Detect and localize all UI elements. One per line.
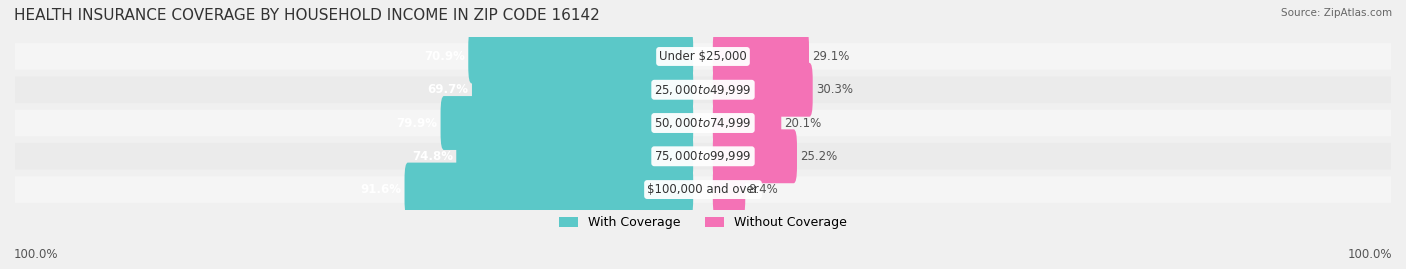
Text: 69.7%: 69.7%: [427, 83, 468, 96]
Text: $75,000 to $99,999: $75,000 to $99,999: [654, 149, 752, 163]
Text: 30.3%: 30.3%: [815, 83, 853, 96]
Text: $100,000 and over: $100,000 and over: [647, 183, 759, 196]
FancyBboxPatch shape: [713, 162, 745, 217]
Text: 70.9%: 70.9%: [425, 50, 465, 63]
FancyBboxPatch shape: [15, 43, 1391, 70]
FancyBboxPatch shape: [405, 162, 693, 217]
FancyBboxPatch shape: [15, 76, 1391, 103]
Text: 74.8%: 74.8%: [412, 150, 453, 163]
Text: 91.6%: 91.6%: [360, 183, 401, 196]
Text: 79.9%: 79.9%: [396, 116, 437, 129]
Text: HEALTH INSURANCE COVERAGE BY HOUSEHOLD INCOME IN ZIP CODE 16142: HEALTH INSURANCE COVERAGE BY HOUSEHOLD I…: [14, 8, 600, 23]
FancyBboxPatch shape: [713, 30, 808, 83]
Text: 25.2%: 25.2%: [800, 150, 838, 163]
Text: $25,000 to $49,999: $25,000 to $49,999: [654, 83, 752, 97]
Legend: With Coverage, Without Coverage: With Coverage, Without Coverage: [554, 211, 852, 234]
FancyBboxPatch shape: [468, 30, 693, 83]
FancyBboxPatch shape: [15, 110, 1391, 136]
FancyBboxPatch shape: [713, 96, 782, 150]
Text: Source: ZipAtlas.com: Source: ZipAtlas.com: [1281, 8, 1392, 18]
Text: Under $25,000: Under $25,000: [659, 50, 747, 63]
FancyBboxPatch shape: [472, 63, 693, 117]
FancyBboxPatch shape: [713, 129, 797, 183]
Text: $50,000 to $74,999: $50,000 to $74,999: [654, 116, 752, 130]
FancyBboxPatch shape: [440, 96, 693, 150]
Text: 29.1%: 29.1%: [813, 50, 849, 63]
FancyBboxPatch shape: [713, 63, 813, 117]
Text: 100.0%: 100.0%: [14, 248, 59, 261]
Text: 20.1%: 20.1%: [785, 116, 823, 129]
FancyBboxPatch shape: [15, 143, 1391, 169]
FancyBboxPatch shape: [15, 176, 1391, 203]
FancyBboxPatch shape: [457, 129, 693, 183]
Text: 100.0%: 100.0%: [1347, 248, 1392, 261]
Text: 8.4%: 8.4%: [748, 183, 779, 196]
